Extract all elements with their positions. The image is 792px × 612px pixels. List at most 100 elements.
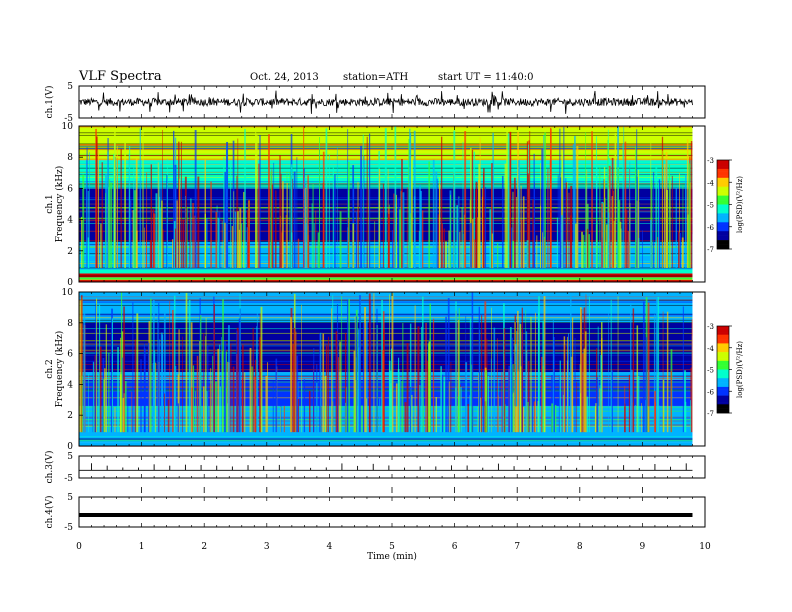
spectrogram-streak bbox=[236, 175, 238, 268]
spectrogram-streak bbox=[654, 401, 657, 433]
colorbar-tick-label: -4 bbox=[707, 179, 714, 187]
spectrogram-streak bbox=[504, 163, 507, 268]
spectrogram-line bbox=[79, 440, 693, 442]
colorbar-segment bbox=[717, 224, 729, 228]
spectrogram-streak bbox=[344, 332, 347, 433]
spectrogram-streak bbox=[242, 344, 244, 433]
spectrogram-streak bbox=[655, 296, 658, 433]
spectrogram-streak bbox=[576, 146, 579, 268]
spectrogram-streak bbox=[192, 365, 195, 433]
spectrogram-streak bbox=[164, 393, 166, 433]
spectrogram-streak bbox=[373, 293, 375, 433]
colorbar-segment bbox=[717, 360, 729, 364]
spectrogram-streak bbox=[457, 396, 460, 433]
spectrogram-streak bbox=[378, 169, 381, 268]
spectrogram-streak bbox=[553, 337, 555, 433]
spectrogram-streak bbox=[675, 187, 677, 268]
spectrogram-streak bbox=[162, 229, 164, 268]
spectrogram-streak bbox=[645, 337, 647, 433]
spectrogram-streak bbox=[313, 348, 315, 433]
colorbar-segment bbox=[717, 211, 729, 214]
spectrogram-streak bbox=[641, 403, 642, 433]
spectrogram-streak bbox=[363, 156, 365, 268]
spectrogram-streak bbox=[142, 130, 144, 268]
spectrogram-streak bbox=[533, 401, 536, 433]
colorbar-segment bbox=[717, 177, 729, 181]
spectrogram-streak bbox=[595, 403, 598, 433]
spectrogram-streak bbox=[570, 185, 573, 268]
spectrogram-streak bbox=[289, 171, 291, 268]
spectrogram-streak bbox=[120, 148, 122, 268]
spectrogram-streak bbox=[658, 405, 660, 433]
y-tick-label: 2 bbox=[67, 247, 73, 257]
spectrogram-streak bbox=[146, 172, 148, 268]
spectrogram-streak bbox=[272, 381, 274, 433]
spectrogram-line bbox=[79, 315, 693, 317]
spectrogram-streak bbox=[255, 135, 258, 268]
spectrogram-streak bbox=[293, 327, 296, 433]
spectrogram-streak bbox=[512, 364, 514, 433]
y-axis-label: Frequency (kHz) bbox=[54, 331, 65, 408]
colorbar-segment bbox=[717, 168, 729, 172]
spectrogram-streak bbox=[105, 173, 108, 268]
spectrogram-streak bbox=[630, 304, 632, 433]
spectrogram-streak bbox=[244, 372, 246, 433]
spectrogram-streak bbox=[366, 321, 368, 433]
colorbar-segment bbox=[717, 386, 729, 390]
spectrogram-streak bbox=[167, 158, 168, 268]
spectrogram-streak bbox=[337, 371, 338, 433]
y-tick-label: 5 bbox=[67, 493, 73, 503]
spectrogram-streak bbox=[305, 223, 307, 268]
x-ticks-panel-1 bbox=[78, 86, 706, 118]
spectrogram-streak bbox=[283, 405, 285, 433]
spectrogram-streak bbox=[219, 386, 221, 433]
spectrogram-streak bbox=[98, 304, 101, 433]
spectrogram-streak bbox=[671, 175, 673, 268]
spectrogram-streak bbox=[188, 299, 191, 433]
spectrogram-streak bbox=[116, 146, 118, 268]
spectrogram-streak bbox=[450, 194, 451, 268]
spectrogram-streak bbox=[670, 370, 672, 433]
spectrogram-streak bbox=[512, 241, 515, 268]
spectrogram-streak bbox=[453, 130, 456, 268]
spectrogram-streak bbox=[647, 302, 650, 433]
spectrogram-streak bbox=[531, 393, 533, 433]
spectrogram-streak bbox=[94, 355, 96, 433]
spectrogram-streak bbox=[457, 319, 460, 433]
spectrogram-streak bbox=[618, 201, 620, 268]
spectrogram-streak bbox=[542, 366, 544, 433]
spectrogram-streak bbox=[322, 333, 325, 433]
spectrogram-streak bbox=[542, 232, 544, 268]
spectrogram-streak bbox=[280, 404, 282, 433]
x-tick-label: 4 bbox=[327, 542, 333, 552]
spectrogram-streak bbox=[304, 187, 307, 268]
colorbar-segment bbox=[717, 408, 729, 412]
spectrogram-streak bbox=[556, 217, 559, 268]
ch4-ylabel: ch.4(V) bbox=[44, 496, 55, 529]
colorbar-segment bbox=[717, 343, 729, 346]
spectrogram-streak bbox=[259, 313, 261, 433]
colorbar-segment bbox=[717, 358, 729, 362]
spectrogram-streak bbox=[569, 292, 572, 433]
spectrogram-streak bbox=[496, 338, 498, 433]
spectrogram-streak bbox=[178, 329, 180, 433]
spectrogram-streak bbox=[586, 169, 588, 268]
spectrogram-streak bbox=[614, 132, 617, 268]
spectrogram-streak bbox=[530, 316, 532, 433]
spectrogram-line bbox=[79, 350, 693, 352]
spectrogram-streak bbox=[368, 177, 370, 268]
spectrogram-streak bbox=[662, 379, 665, 433]
spectrogram-streak bbox=[597, 326, 599, 433]
y-tick-label: -5 bbox=[64, 523, 73, 533]
spectrogram-line bbox=[79, 386, 693, 388]
spectrogram-streak bbox=[352, 223, 355, 268]
spectrogram-streak bbox=[100, 223, 102, 268]
y-axis-label: ch.1 bbox=[45, 194, 55, 213]
spectrogram-streak bbox=[666, 311, 669, 433]
y-tick-label: 6 bbox=[67, 350, 73, 360]
colorbar-tick-label: -3 bbox=[707, 157, 714, 165]
spectrogram-streak bbox=[239, 208, 242, 268]
colorbar-segment bbox=[717, 242, 729, 245]
spectrogram-streak bbox=[519, 366, 522, 433]
